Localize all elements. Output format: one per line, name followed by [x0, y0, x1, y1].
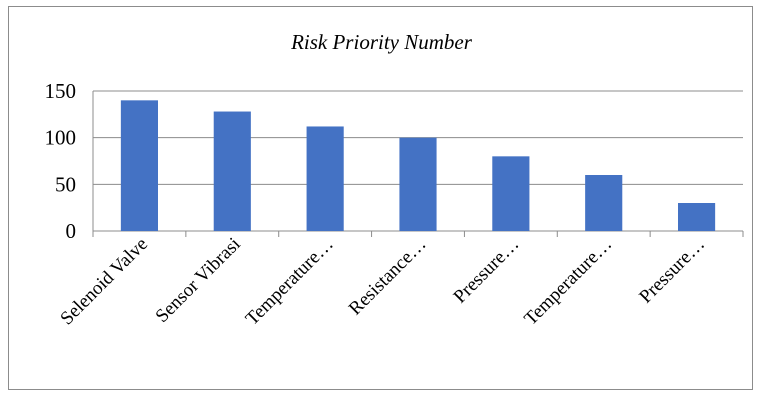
bar: [678, 203, 716, 231]
y-tick-label: 50: [55, 172, 76, 196]
bar: [120, 100, 158, 231]
x-category-label: Temperature…: [242, 234, 338, 330]
bar: [585, 175, 623, 231]
chart-title: Risk Priority Number: [291, 30, 472, 54]
y-tick-label: 100: [45, 126, 77, 150]
bar: [213, 111, 251, 231]
x-category-label: Pressure…: [450, 234, 524, 308]
x-category-label: Temperature…: [520, 234, 616, 330]
x-category-label: Selenoid Valve: [56, 234, 152, 330]
bar: [399, 137, 437, 231]
x-category-label: Resistance…: [345, 234, 431, 320]
y-tick-label: 0: [66, 219, 77, 243]
bar: [306, 126, 344, 231]
x-category-label: Sensor Vibrasi: [152, 234, 245, 327]
y-tick-label: 150: [45, 79, 77, 103]
bar: [492, 156, 530, 231]
x-category-label: Pressure…: [635, 234, 709, 308]
